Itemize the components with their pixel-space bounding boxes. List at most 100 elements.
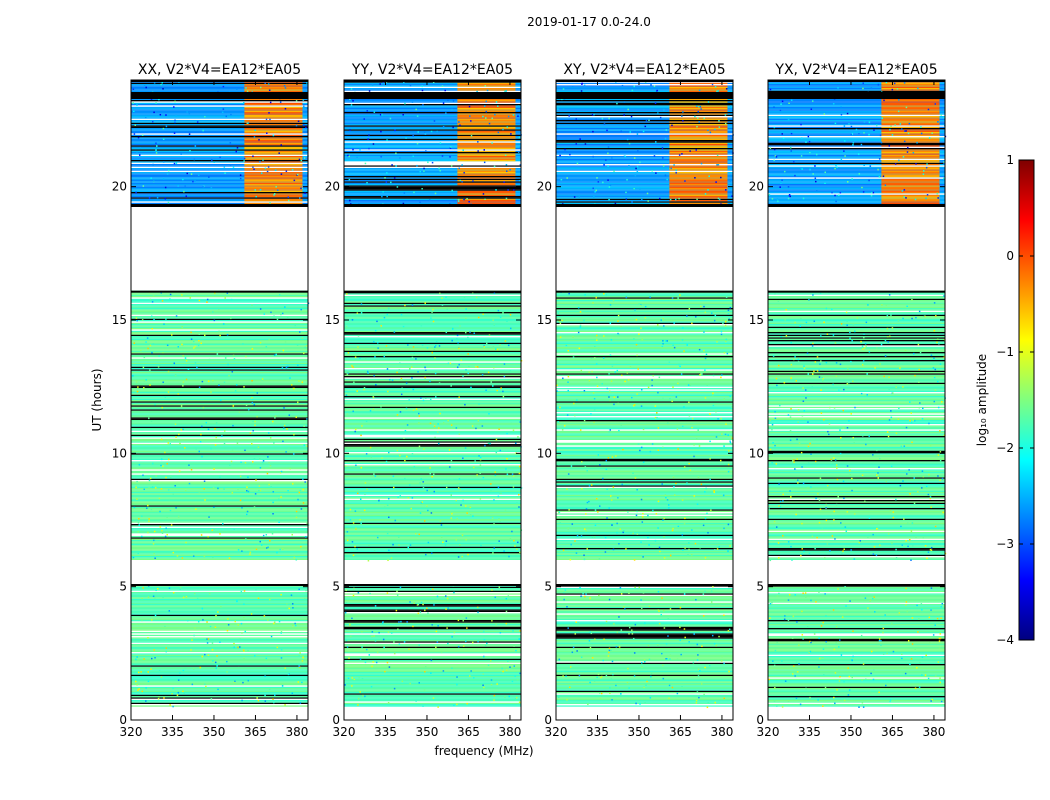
row-0 [344, 558, 521, 560]
panel-title: YY, V2*V4=EA12*EA05 [351, 62, 513, 78]
row-38 [556, 654, 733, 656]
speckle [567, 627, 569, 629]
speckle [254, 189, 257, 191]
speckle [661, 597, 663, 599]
rfi-band [881, 108, 940, 110]
speckle [453, 704, 455, 707]
speckle [906, 522, 909, 525]
speckle [418, 415, 421, 417]
speckle [404, 477, 406, 480]
speckle [143, 488, 146, 491]
speckle [631, 632, 634, 635]
speckle [429, 422, 432, 425]
row-62 [768, 121, 945, 123]
row-55 [344, 485, 521, 487]
speckle [603, 292, 605, 295]
speckle [824, 593, 826, 595]
row-142 [556, 369, 733, 371]
speckle [729, 395, 732, 397]
speckle [659, 197, 661, 200]
speckle [423, 520, 426, 522]
speckle [183, 447, 186, 449]
speckle [928, 473, 930, 476]
speckle [681, 339, 684, 341]
speckle [240, 461, 242, 463]
rfi-band [881, 106, 940, 108]
speckle [930, 609, 932, 611]
speckle [502, 670, 504, 673]
row-170 [768, 332, 945, 334]
speckle [801, 634, 804, 636]
row-89 [344, 586, 521, 588]
speckle [273, 194, 275, 196]
speckle [621, 483, 623, 486]
speckle [297, 681, 300, 683]
speckle [360, 303, 363, 305]
rfi-band [669, 142, 728, 144]
row-87 [131, 442, 308, 444]
row-64 [344, 473, 521, 475]
speckle [787, 699, 790, 702]
row-184 [768, 313, 945, 315]
speckle [258, 139, 260, 141]
row-88 [344, 441, 521, 443]
row-41 [131, 650, 308, 652]
speckle [226, 292, 229, 294]
speckle [943, 295, 945, 297]
speckle [284, 87, 287, 89]
speckle [188, 113, 191, 115]
panel-frame [555, 79, 734, 721]
speckle [267, 546, 269, 549]
speckle [609, 692, 611, 694]
speckle [729, 180, 731, 182]
row-77 [344, 602, 521, 604]
speckle [704, 193, 707, 195]
speckle [657, 590, 660, 593]
speckle [580, 90, 583, 92]
speckle [517, 115, 519, 117]
row-9 [344, 693, 521, 695]
speckle [625, 548, 627, 550]
row-45 [768, 645, 945, 647]
speckle [456, 703, 458, 706]
x-tick-label: 335 [161, 725, 184, 739]
speckle [911, 617, 914, 619]
speckle [678, 197, 680, 200]
speckle [837, 87, 839, 89]
row-141 [344, 370, 521, 372]
speckle [424, 609, 426, 612]
row-52 [768, 489, 945, 491]
flag-edge [131, 584, 308, 586]
row-196 [556, 297, 733, 299]
speckle [295, 510, 298, 513]
speckle [613, 403, 615, 406]
speckle [836, 478, 839, 481]
speckle [608, 186, 611, 188]
row-37 [131, 656, 308, 658]
row-6 [344, 697, 521, 699]
speckle [466, 512, 468, 514]
rfi-band [669, 118, 728, 120]
rfi-band [669, 137, 728, 139]
row-86 [344, 444, 521, 446]
speckle [155, 102, 157, 104]
speckle [433, 425, 436, 428]
speckle [420, 325, 423, 327]
row-83 [344, 448, 521, 450]
speckle [182, 178, 184, 181]
speckle [679, 626, 681, 629]
speckle [435, 646, 437, 649]
row-109 [768, 413, 945, 415]
speckle [387, 701, 390, 704]
speckle [477, 150, 479, 152]
speckle [902, 480, 904, 482]
row-85 [131, 592, 308, 594]
speckle [576, 162, 579, 165]
row-97 [768, 429, 945, 431]
speckle [449, 362, 452, 365]
speckle [273, 621, 276, 624]
row-67 [556, 114, 733, 116]
speckle [263, 615, 266, 617]
rfi-band [457, 105, 516, 107]
speckle [203, 334, 206, 337]
